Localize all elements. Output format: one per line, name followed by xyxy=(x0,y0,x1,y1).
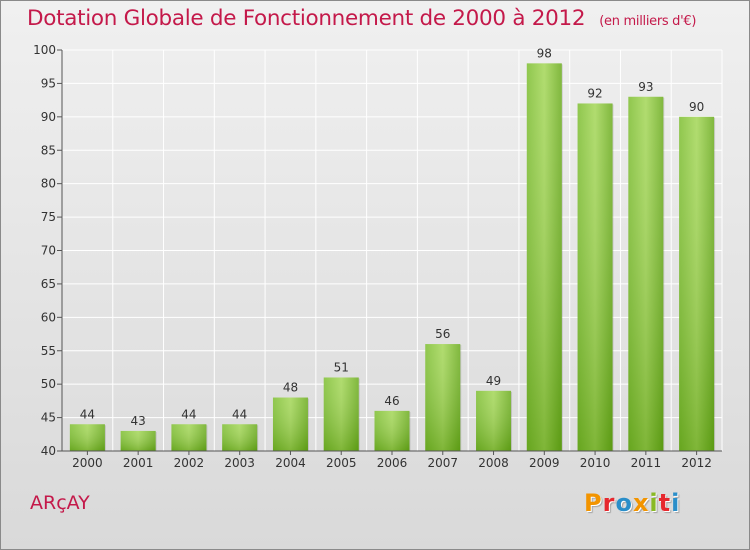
x-tick-label: 2011 xyxy=(631,456,662,470)
x-tick-label: 2002 xyxy=(174,456,205,470)
x-tick-label: 2012 xyxy=(681,456,712,470)
y-tick-label: 55 xyxy=(41,344,56,358)
data-label: 44 xyxy=(232,407,247,421)
data-label: 44 xyxy=(80,407,95,421)
commune-name: ARçAY xyxy=(30,492,90,514)
bar-shade xyxy=(272,397,308,451)
y-tick-label: 100 xyxy=(33,43,56,57)
y-tick-label: 95 xyxy=(41,76,56,90)
chart-title: Dotation Globale de Fonctionnement de 20… xyxy=(27,6,696,31)
bar-shade xyxy=(425,344,461,451)
data-label: 48 xyxy=(283,381,298,395)
y-tick-label: 90 xyxy=(41,110,56,124)
bar-shade xyxy=(526,63,562,451)
data-label: 98 xyxy=(537,46,552,60)
x-tick-label: 2001 xyxy=(123,456,154,470)
y-tick-label: 50 xyxy=(41,377,56,391)
y-tick-label: 75 xyxy=(41,210,56,224)
gridlines xyxy=(61,49,723,452)
y-tick-label: 80 xyxy=(41,177,56,191)
proxiti-logo[interactable]: Proxiti xyxy=(584,489,680,517)
y-tick-label: 45 xyxy=(41,411,56,425)
logo-letter: t xyxy=(658,489,672,517)
y-tick-label: 70 xyxy=(41,244,56,258)
logo-letter: i xyxy=(671,489,681,517)
y-tick-label: 85 xyxy=(41,143,56,157)
logo-letter: r xyxy=(602,489,616,517)
data-label: 49 xyxy=(486,374,501,388)
x-tick-label: 2008 xyxy=(478,456,509,470)
bars: 44 43 44 44 48 51 46 56 49 98 92 93 90 xyxy=(69,46,716,452)
data-label: 93 xyxy=(638,80,653,94)
data-label: 92 xyxy=(587,86,602,100)
bar-shade xyxy=(171,424,207,451)
x-tick-label: 2004 xyxy=(275,456,306,470)
x-tick-label: 2006 xyxy=(377,456,408,470)
bar-shade xyxy=(323,377,359,451)
data-label: 44 xyxy=(181,407,196,421)
logo-letter: o xyxy=(615,489,633,517)
y-tick-label: 40 xyxy=(41,444,56,458)
bar-shade xyxy=(628,96,664,452)
chart-title-text: Dotation Globale de Fonctionnement de 20… xyxy=(27,6,586,31)
y-tick-label: 60 xyxy=(41,310,56,324)
bar-shade xyxy=(120,430,156,451)
logo-letter: P xyxy=(584,489,603,517)
data-label: 46 xyxy=(384,394,399,408)
x-tick-label: 2007 xyxy=(427,456,458,470)
bar-shade xyxy=(222,424,258,451)
x-tick-label: 2000 xyxy=(72,456,103,470)
x-tick-label: 2005 xyxy=(326,456,357,470)
x-tick-label: 2009 xyxy=(529,456,560,470)
data-label: 90 xyxy=(689,100,704,114)
x-tick-label: 2003 xyxy=(224,456,255,470)
bar-shade xyxy=(374,410,410,451)
data-label: 43 xyxy=(131,414,146,428)
chart-unit: (en milliers d'€) xyxy=(599,14,697,29)
logo-letter: i xyxy=(649,489,659,517)
bar-shade xyxy=(679,116,715,451)
y-tick-label: 65 xyxy=(41,277,56,291)
bar-shade xyxy=(476,390,512,451)
logo-letter: x xyxy=(632,489,650,517)
bar-shade xyxy=(577,103,613,451)
axes: 40 45 50 55 60 65 70 75 80 85 90 95 100 2000 2001 2002 2… xyxy=(33,43,722,470)
x-tick-label: 2010 xyxy=(580,456,611,470)
data-label: 56 xyxy=(435,327,450,341)
data-label: 51 xyxy=(334,360,349,374)
bar-shade xyxy=(69,424,105,451)
